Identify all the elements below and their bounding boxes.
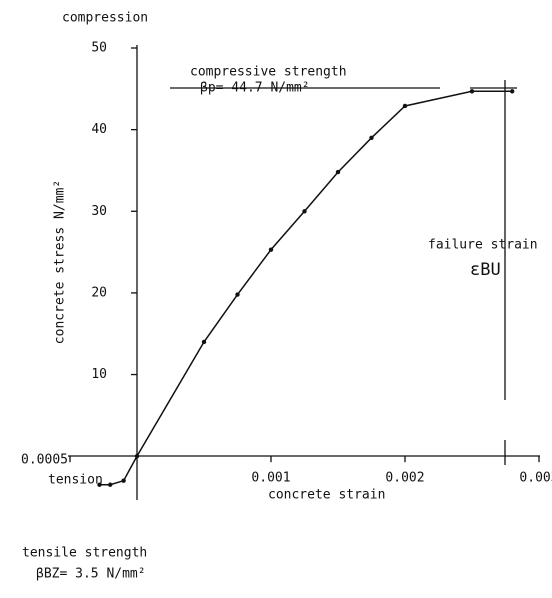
bottom-label: tension — [48, 473, 103, 488]
y-tick-label: 40 — [91, 122, 107, 137]
annotation: βp= 44.7 N/mm² — [200, 81, 310, 96]
point — [335, 169, 341, 175]
annotation: compressive strength — [190, 65, 347, 80]
x-axis-label: concrete strain — [268, 488, 385, 503]
line — [99, 90, 513, 486]
point — [268, 247, 274, 252]
annotation: εBU — [470, 260, 501, 280]
point — [235, 292, 240, 297]
point — [302, 209, 307, 214]
point — [201, 339, 207, 345]
y-axis-label: concrete stress N/mm² — [53, 180, 68, 344]
top-label: compression — [62, 11, 148, 26]
x-tick-label: 0.002 — [385, 471, 424, 486]
y-tick-label: 30 — [91, 204, 107, 219]
x-tick-label: 0.001 — [251, 471, 290, 486]
x-tick-label: 0.0005 — [21, 453, 68, 468]
y-tick-label: 50 — [91, 41, 107, 56]
x-tick-label: 0.003 — [519, 471, 552, 486]
point — [108, 482, 113, 487]
annotation: βBZ= 3.5 N/mm² — [36, 567, 146, 582]
annotation: tensile strength — [22, 546, 147, 561]
point — [97, 482, 102, 487]
y-tick-label: 10 — [91, 367, 107, 382]
point — [369, 135, 374, 140]
point — [134, 453, 140, 459]
point — [402, 103, 408, 109]
point — [469, 89, 475, 94]
y-tick-label: 20 — [91, 285, 107, 300]
point — [510, 89, 515, 94]
point — [121, 478, 126, 483]
annotation: failure strain — [428, 238, 538, 253]
